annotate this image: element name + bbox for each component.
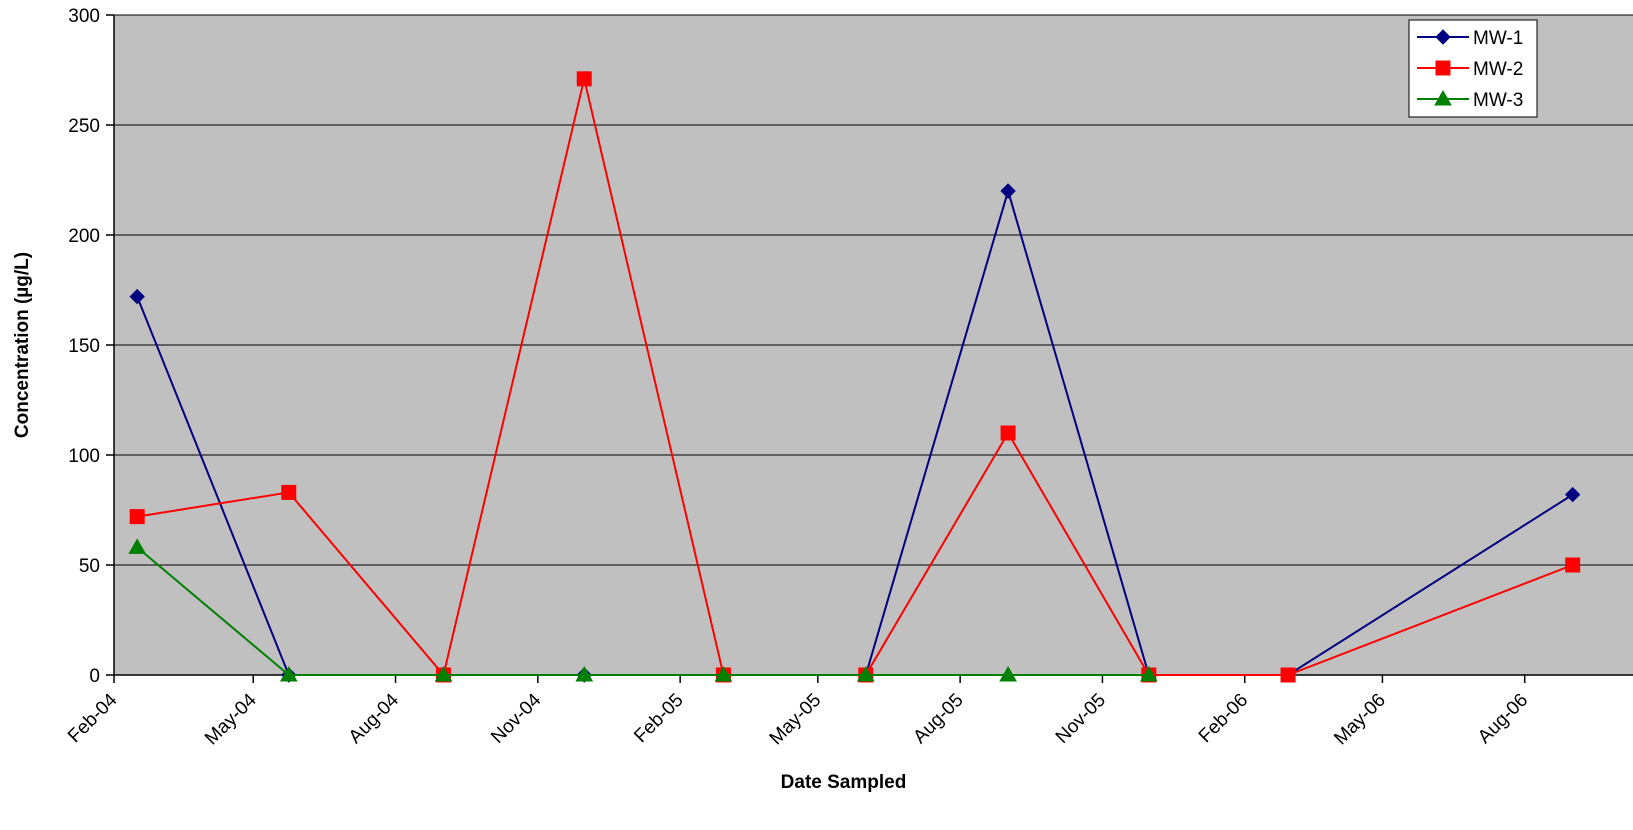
x-tick-label-Aug-04: Aug-04 bbox=[345, 689, 403, 747]
x-axis-title: Date Sampled bbox=[781, 772, 907, 793]
data-point-mw-3-6 bbox=[999, 665, 1017, 682]
data-point-mw-1-5 bbox=[1000, 183, 1016, 199]
legend-label-mw-1: MW-1 bbox=[1473, 28, 1523, 49]
y-tick-label-50: 50 bbox=[79, 556, 100, 577]
y-axis-title: Concentration (µg/L) bbox=[12, 252, 33, 438]
x-tick-label-Nov-04: Nov-04 bbox=[487, 689, 545, 747]
x-tick-label-Feb-04: Feb-04 bbox=[64, 689, 122, 747]
data-point-mw-3-7 bbox=[1139, 665, 1158, 682]
y-tick-label-200: 200 bbox=[68, 226, 100, 247]
data-point-mw-3-1 bbox=[279, 665, 298, 682]
data-point-mw-2-3 bbox=[576, 71, 592, 87]
legend: MW-1 MW-2 MW-3 bbox=[1408, 19, 1538, 118]
series-line-mw-3 bbox=[136, 546, 1149, 676]
x-tick-label-Feb-06: Feb-06 bbox=[1195, 690, 1252, 747]
legend-label-mw-2: MW-2 bbox=[1473, 59, 1523, 80]
data-point-mw-1-8 bbox=[1564, 486, 1581, 503]
x-tick-label-May-06: May-06 bbox=[1330, 690, 1390, 750]
legend-item-mw-3: MW-3 bbox=[1417, 89, 1523, 111]
legend-item-mw-2: MW-2 bbox=[1417, 59, 1523, 80]
y-tick-label-150: 150 bbox=[68, 336, 100, 357]
x-tick-label-Feb-05: Feb-05 bbox=[630, 690, 687, 747]
y-tick-label-300: 300 bbox=[68, 6, 100, 27]
legend-marker-mw-2 bbox=[1435, 60, 1451, 76]
data-point-mw-3-0 bbox=[128, 538, 147, 554]
data-point-mw-3-2 bbox=[434, 665, 453, 682]
x-tick-label-Aug-05: Aug-05 bbox=[909, 690, 967, 748]
y-tick-label-0: 0 bbox=[89, 666, 100, 687]
data-point-mw-3-5 bbox=[856, 665, 875, 682]
data-point-mw-2-8 bbox=[1280, 667, 1296, 683]
data-point-mw-3-4 bbox=[714, 665, 733, 682]
data-point-mw-1-0 bbox=[129, 288, 145, 305]
x-tick-label-May-04: May-04 bbox=[201, 689, 261, 749]
data-point-mw-2-1 bbox=[281, 484, 297, 500]
y-axis: 0 50 100 150 200 250 300 bbox=[68, 6, 115, 687]
data-point-mw-2-9 bbox=[1565, 557, 1581, 573]
data-point-mw-3-3 bbox=[575, 665, 594, 682]
data-point-mw-2-6 bbox=[1000, 425, 1016, 441]
y-tick-label-100: 100 bbox=[68, 446, 100, 467]
legend-marker-mw-3 bbox=[1434, 89, 1452, 106]
legend-item-mw-1: MW-1 bbox=[1417, 28, 1523, 49]
gridlines bbox=[114, 14, 1633, 566]
x-axis: Feb-04 May-04 Aug-04 Nov-04 Feb-05 May-05 Aug-… bbox=[64, 674, 1633, 750]
x-tick-label-Aug-06: Aug-06 bbox=[1474, 690, 1532, 748]
x-tick-label-May-05: May-05 bbox=[766, 690, 826, 750]
legend-label-mw-3: MW-3 bbox=[1473, 90, 1523, 111]
legend-marker-mw-1 bbox=[1435, 29, 1451, 45]
series-layer bbox=[128, 71, 1581, 683]
y-tick-label-250: 250 bbox=[68, 116, 100, 137]
series-mw-3 bbox=[128, 538, 1158, 682]
data-point-mw-2-0 bbox=[129, 509, 145, 525]
x-tick-label-Nov-05: Nov-05 bbox=[1052, 690, 1110, 748]
